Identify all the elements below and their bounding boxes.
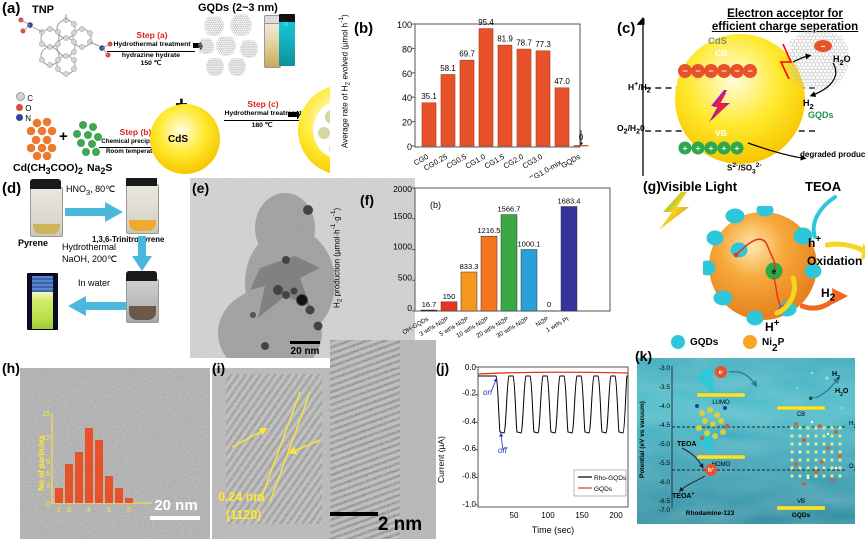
svg-text:60: 60 [402,69,412,79]
svg-text:77.3: 77.3 [535,40,551,49]
svg-text:69.7: 69.7 [459,50,475,59]
svg-text:35.1: 35.1 [421,92,437,101]
svg-text:VB: VB [797,499,805,505]
svg-text:+: + [709,143,714,153]
svg-text:-0.2: -0.2 [462,388,476,397]
svg-text:TEOA: TEOA [677,441,696,448]
svg-text:TEOA+: TEOA+ [672,491,694,500]
svg-text:H2/H2O: H2/H2O [849,421,855,430]
svg-text:(b): (b) [430,200,441,210]
svg-text:0.0: 0.0 [465,363,477,372]
svg-text:500: 500 [398,272,412,282]
svg-text:−: − [821,42,826,51]
svg-text:80: 80 [402,44,412,54]
svg-text:-3.5: -3.5 [659,384,671,391]
svg-text:CB: CB [797,412,805,418]
svg-text:-5.5: -5.5 [659,460,671,467]
svg-text:−: − [695,66,700,76]
svg-text:1000: 1000 [393,242,412,252]
svg-text:81.9: 81.9 [497,35,513,44]
svg-text:20 nm: 20 nm [154,497,197,514]
svg-text:833.3: 833.3 [460,262,479,271]
svg-text:100: 100 [397,20,412,30]
svg-text:+: + [722,143,727,153]
svg-text:95.4: 95.4 [478,18,494,27]
svg-text:2000: 2000 [393,184,412,194]
svg-text:GQDs: GQDs [690,337,719,348]
svg-text:0: 0 [547,300,551,309]
svg-text:-6.0: -6.0 [659,479,671,486]
svg-text:16.7: 16.7 [422,300,437,309]
svg-text:O2/H2O: O2/H2O [849,464,855,473]
svg-text:Time (sec): Time (sec) [532,525,574,535]
svg-text:-3.0: -3.0 [659,365,671,372]
svg-text:78.7: 78.7 [516,39,532,48]
svg-text:1566.7: 1566.7 [498,205,521,214]
svg-text:+: + [696,143,701,153]
svg-text:GQDs: GQDs [594,486,613,493]
svg-text:47.0: 47.0 [554,77,570,86]
svg-text:e-: e- [809,394,815,403]
svg-text:0: 0 [407,142,412,152]
svg-text:LUMO: LUMO [712,400,730,406]
svg-text:-4.5: -4.5 [659,422,671,429]
svg-text:-7.0: -7.0 [659,507,671,514]
svg-text:-0.4: -0.4 [462,417,476,426]
svg-text:1 wt% Pt: 1 wt% Pt [545,316,570,335]
svg-text:−: − [682,66,687,76]
svg-text:40: 40 [402,93,412,103]
svg-text:−: − [708,66,713,76]
svg-text:2 nm: 2 nm [378,514,422,535]
svg-text:−: − [747,66,752,76]
svg-text:150: 150 [443,292,456,301]
svg-text:20 nm: 20 nm [291,346,320,357]
svg-text:GQDs: GQDs [792,512,811,519]
svg-text:Ni2P: Ni2P [762,337,785,352]
svg-text:1216.5: 1216.5 [478,226,501,235]
svg-text:on: on [483,388,492,397]
svg-text:150: 150 [575,511,589,520]
svg-text:-4.0: -4.0 [659,403,671,410]
svg-text:+: + [735,143,740,153]
svg-text:20: 20 [402,118,412,128]
svg-text:-0.8: -0.8 [462,472,476,481]
svg-text:0: 0 [407,303,412,313]
svg-text:58.1: 58.1 [440,64,456,73]
svg-text:50: 50 [510,511,519,520]
svg-text:1000.1: 1000.1 [518,240,541,249]
svg-text:100: 100 [541,511,555,520]
svg-text:-1.0: -1.0 [462,500,476,509]
svg-text:-6.5: -6.5 [659,498,671,505]
svg-text:+: + [683,143,688,153]
svg-text:1500: 1500 [393,211,412,221]
svg-text:−: − [721,66,726,76]
svg-text:−: − [734,66,739,76]
svg-text:-0.6: -0.6 [462,444,476,453]
svg-text:GQDs: GQDs [559,152,582,170]
svg-text:H2: H2 [832,371,840,381]
svg-text:H2O: H2O [835,388,849,398]
svg-text:Rhodamine-123: Rhodamine-123 [686,510,735,517]
svg-text:-5.0: -5.0 [659,441,671,448]
svg-text:1683.4: 1683.4 [558,197,581,206]
